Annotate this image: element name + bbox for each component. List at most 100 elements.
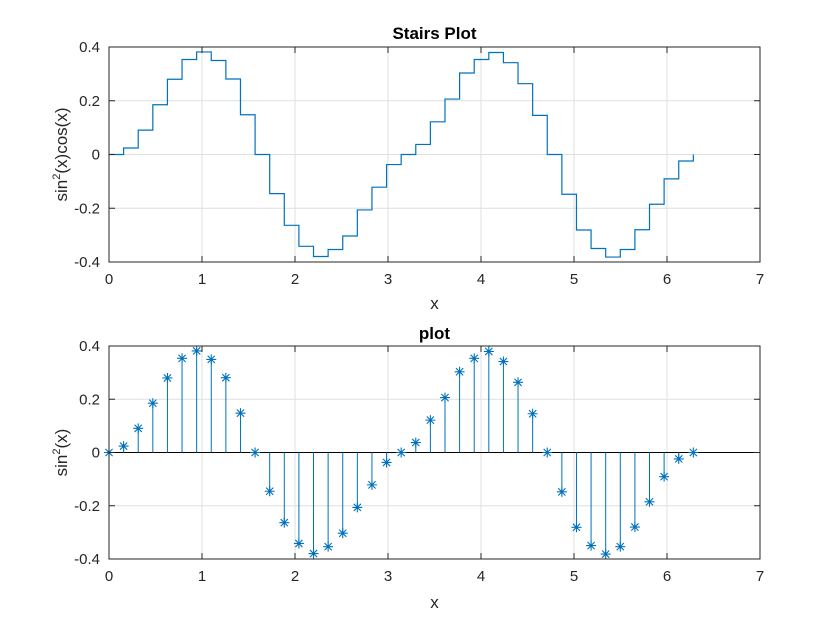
asterisk-marker	[688, 447, 699, 458]
x-tick-label: 6	[663, 568, 671, 585]
stem-point	[600, 452, 611, 560]
x-tick-label: 4	[477, 568, 485, 585]
y-tick-label: 0	[92, 147, 100, 164]
stem-point	[264, 452, 275, 497]
asterisk-marker	[293, 538, 304, 549]
y-axis-label-rest: (x)	[52, 429, 71, 449]
stem-point	[133, 423, 144, 453]
asterisk-marker	[571, 522, 582, 533]
y-tick-label: 0	[92, 445, 100, 462]
x-tick-label: 2	[291, 271, 299, 288]
stairs-plot-axes: 0 1 2 3 4 5 6 7 -0.4 -0.2 0 0.2 0.4 Stairs Plot x si…	[51, 24, 764, 313]
stem-point	[250, 447, 261, 458]
stem-point	[206, 354, 217, 453]
asterisk-marker	[191, 345, 202, 356]
asterisk-marker	[483, 346, 494, 357]
stem-point	[644, 452, 655, 507]
stem-point	[308, 452, 319, 559]
y-axis-label-rest: (x)cos(x)	[52, 108, 71, 174]
asterisk-marker	[439, 392, 450, 403]
stem-point	[366, 452, 377, 490]
x-axis-label: x	[430, 593, 439, 612]
stem-point	[615, 452, 626, 552]
stem-point	[688, 447, 699, 458]
asterisk-marker	[629, 522, 640, 533]
asterisk-marker	[425, 415, 436, 426]
x-tick-label: 7	[756, 568, 764, 585]
asterisk-marker	[556, 486, 567, 497]
asterisk-marker	[337, 528, 348, 539]
stem-point	[586, 452, 597, 551]
asterisk-marker	[279, 517, 290, 528]
stem-point	[454, 366, 465, 453]
asterisk-marker	[250, 447, 261, 458]
stem-point	[425, 415, 436, 453]
stairs-series-line	[109, 51, 694, 258]
stem-point	[498, 356, 509, 453]
y-tick-label: 0.4	[79, 39, 100, 56]
x-axis-label: x	[430, 294, 439, 313]
x-tick-label: 4	[477, 271, 485, 288]
stem-point	[483, 346, 494, 453]
asterisk-marker	[162, 372, 173, 383]
stem-point	[352, 452, 363, 513]
stem-point	[410, 437, 421, 453]
data-layer	[109, 51, 694, 258]
asterisk-marker	[469, 353, 480, 364]
asterisk-marker	[454, 366, 465, 377]
x-tick-label: 1	[198, 271, 206, 288]
asterisk-marker	[381, 457, 392, 468]
stem-point	[191, 345, 202, 453]
stem-point	[396, 447, 407, 458]
x-tick-label: 7	[756, 271, 764, 288]
y-tick-label: -0.2	[74, 498, 100, 515]
asterisk-marker	[659, 471, 670, 482]
asterisk-marker	[673, 453, 684, 464]
stem-point	[659, 452, 670, 482]
asterisk-marker	[264, 486, 275, 497]
x-tick-label: 5	[570, 271, 578, 288]
x-tick-label: 0	[105, 568, 113, 585]
asterisk-marker	[513, 377, 524, 388]
asterisk-marker	[600, 549, 611, 560]
asterisk-marker	[542, 447, 553, 458]
asterisk-marker	[527, 408, 538, 419]
x-tick-label: 1	[198, 568, 206, 585]
asterisk-marker	[586, 540, 597, 551]
ticks: 0 1 2 3 4 5 6 7 -0.4 -0.2 0 0.2 0.4	[74, 338, 764, 585]
stem-plot-axes: 0 1 2 3 4 5 6 7-0.4-0.200.20.4 plot x sin2(x)	[51, 324, 764, 612]
y-axis-label-base: sin	[52, 455, 71, 477]
stem-point	[293, 452, 304, 549]
asterisk-marker	[352, 502, 363, 513]
stem-point	[177, 353, 188, 453]
x-tick-label: 2	[291, 568, 299, 585]
asterisk-marker	[118, 441, 129, 452]
stem-point	[147, 398, 158, 453]
y-axis-label-base: sin	[52, 180, 71, 202]
chart-title: Stairs Plot	[392, 24, 476, 43]
asterisk-marker	[220, 372, 231, 383]
y-axis-label-exponent: 2	[51, 174, 63, 180]
stem-point	[571, 452, 582, 533]
y-tick-label: 0.2	[79, 391, 100, 408]
chart-title: plot	[419, 324, 450, 343]
y-tick-label: 0.4	[79, 338, 100, 355]
stem-point	[439, 392, 450, 453]
asterisk-marker	[498, 356, 509, 367]
stem-point	[673, 452, 684, 464]
asterisk-marker	[644, 496, 655, 507]
x-tick-label: 6	[663, 271, 671, 288]
asterisk-marker	[147, 398, 158, 409]
stem-point	[337, 452, 348, 539]
stem-point	[323, 452, 334, 552]
y-axis-label: sin2(x)	[51, 429, 71, 477]
y-tick-label: -0.4	[74, 551, 100, 568]
x-tick-label: 5	[570, 568, 578, 585]
asterisk-marker	[410, 437, 421, 448]
y-axis-label-exponent: 2	[51, 448, 63, 454]
asterisk-marker	[206, 354, 217, 365]
asterisk-marker	[323, 541, 334, 552]
stem-point	[235, 408, 246, 453]
asterisk-marker	[177, 353, 188, 364]
